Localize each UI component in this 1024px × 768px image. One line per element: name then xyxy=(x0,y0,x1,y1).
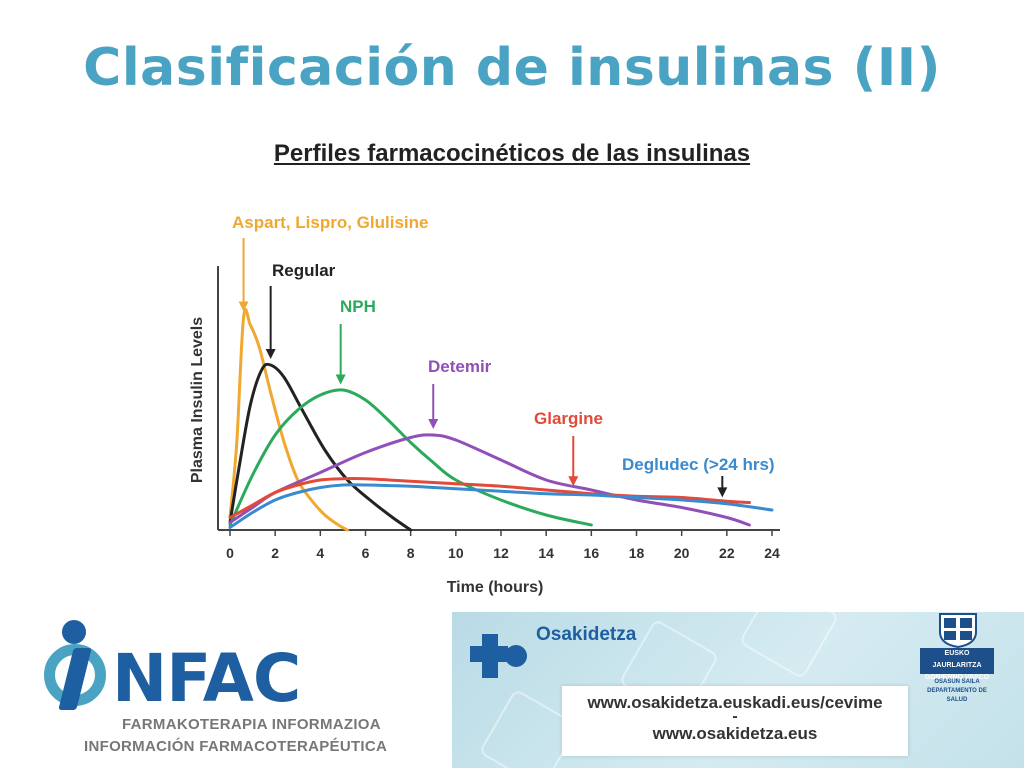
infac-tagline-basque: FARMAKOTERAPIA INFORMAZIOA xyxy=(122,716,381,733)
x-tick-label: 4 xyxy=(316,545,324,561)
gobierno-vasco-line2: GOBIERNO VASCO xyxy=(924,674,990,681)
x-axis-title: Time (hours) xyxy=(447,579,544,596)
series-label-4: Glargine xyxy=(534,409,603,428)
banner-corner xyxy=(826,600,1024,614)
series-line-1 xyxy=(228,362,413,532)
osakidetza-name: Osakidetza xyxy=(536,624,637,645)
series-line-0 xyxy=(228,308,349,532)
infac-logo-word: NFAC xyxy=(112,640,301,717)
series-lines xyxy=(228,308,774,532)
department-line2: DEPARTAMENTO DE SALUD xyxy=(927,688,987,703)
series-arrow-head-3 xyxy=(428,419,439,429)
gobierno-vasco-box: EUSKO JAURLARITZA GOBIERNO VASCO xyxy=(920,648,994,681)
insulin-profile-chart: 0 2 4 6 8 10 12 14 16 18 20 22 24 Aspart, Lispro, Gl… xyxy=(189,213,780,596)
department-line1: OSASUN SAILA xyxy=(934,679,980,685)
series-label-5: Degludec (>24 hrs) xyxy=(622,455,775,474)
cevime-url-link[interactable]: www.osakidetza.euskadi.eus/cevime xyxy=(587,693,883,712)
infac-tagline-spanish: INFORMACIÓN FARMACOTERAPÉUTICA xyxy=(84,738,388,755)
url-box xyxy=(562,686,908,756)
x-tick-label: 18 xyxy=(629,545,645,561)
series-label-1: Regular xyxy=(272,261,336,280)
series-arrow-head-2 xyxy=(335,374,346,385)
x-tick-label: 10 xyxy=(448,545,464,561)
series-arrow-head-4 xyxy=(568,476,579,487)
gobierno-vasco-shield-icon xyxy=(939,613,977,648)
x-ticks: 0 2 4 6 8 10 12 14 16 18 20 22 24 xyxy=(226,530,780,561)
slide-subtitle: Perfiles farmacocinéticos de las insulin… xyxy=(273,140,751,167)
x-tick-label: 12 xyxy=(493,545,509,561)
x-tick-label: 8 xyxy=(407,545,415,561)
chart-axes xyxy=(217,266,780,531)
series-label-0: Aspart, Lispro, Glulisine xyxy=(232,213,428,232)
series-line-4 xyxy=(228,477,751,519)
series-arrow-head-1 xyxy=(265,349,276,359)
x-tick-label: 0 xyxy=(226,545,234,561)
osakidetza-logo-icon xyxy=(470,634,527,678)
series-label-3: Detemir xyxy=(428,357,492,376)
x-tick-label: 22 xyxy=(719,545,735,561)
y-axis-title: Plasma Insulin Levels xyxy=(189,317,206,483)
x-tick-label: 16 xyxy=(584,545,600,561)
series-line-5 xyxy=(228,483,774,529)
osakidetza-url-link[interactable]: www.osakidetza.eus xyxy=(652,724,818,743)
series-line-3 xyxy=(228,433,751,527)
x-tick-label: 14 xyxy=(538,545,554,561)
series-arrow-head-5 xyxy=(717,487,728,498)
x-tick-label: 20 xyxy=(674,545,690,561)
infac-logo-dot xyxy=(62,620,86,644)
x-tick-label: 6 xyxy=(362,545,370,561)
gobierno-vasco-line1: EUSKO JAURLARITZA xyxy=(932,650,982,669)
url-separator: - xyxy=(732,708,738,725)
series-arrow-head-0 xyxy=(238,301,249,312)
banner-decor-hexagon xyxy=(738,612,840,680)
series-label-2: NPH xyxy=(340,297,376,316)
slide-title: Clasificación de insulinas (II) xyxy=(83,38,941,98)
x-tick-label: 24 xyxy=(764,545,780,561)
series-line-2 xyxy=(228,388,593,527)
gobierno-vasco-department: OSASUN SAILA DEPARTAMENTO DE SALUD xyxy=(920,678,994,705)
x-tick-label: 2 xyxy=(271,545,279,561)
